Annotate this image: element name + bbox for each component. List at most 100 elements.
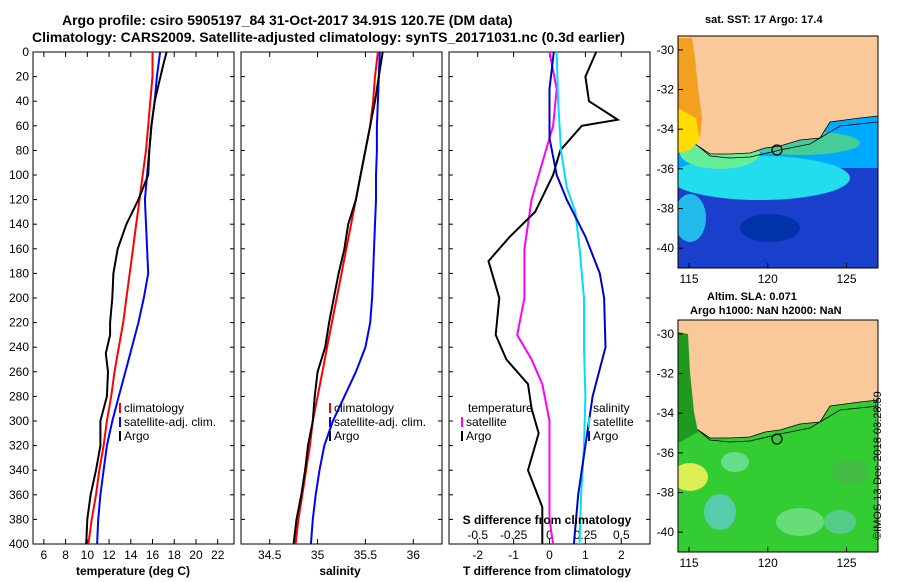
- depth-tick-label: 140: [9, 217, 29, 231]
- temperature-tick-label: 10: [81, 548, 95, 562]
- lon-tick-label: 120: [758, 272, 778, 286]
- temperature-tick-label: 18: [168, 548, 182, 562]
- lat-tick-label: -34: [657, 122, 675, 136]
- s-difference-axis: -0.5 -0.25 0 0.25 0.5: [467, 528, 630, 542]
- lat-tick-label: -34: [657, 406, 675, 420]
- depth-axis: 0 20 40 60 80 100 120 140 160 180 200 220 240 260 280 3…: [9, 45, 650, 551]
- float-location-marker-2: [771, 433, 783, 445]
- series-t-argo: [487, 51, 621, 544]
- legend-label: Argo: [593, 429, 619, 443]
- depth-tick-label: 60: [16, 119, 30, 133]
- depth-tick-label: 400: [9, 537, 29, 551]
- temperature-tick-label: 6: [41, 548, 48, 562]
- lat-tick-label: -38: [657, 486, 675, 500]
- depth-tick-label: 180: [9, 266, 29, 280]
- sst-lat-axis: -30 -32 -34 -36 -38 -40: [657, 43, 683, 255]
- temperature-tick-label: 20: [189, 548, 203, 562]
- depth-tick-label: 40: [16, 94, 30, 108]
- temperature-frame: [32, 51, 235, 545]
- depth-tick-label: 80: [16, 143, 30, 157]
- lat-tick-label: -30: [657, 43, 675, 57]
- legend-label: temperature: [468, 401, 533, 415]
- depth-tick-label: 120: [9, 193, 29, 207]
- s-difference-tick-label: 0.5: [613, 528, 630, 542]
- depth-tick-label: 100: [9, 168, 29, 182]
- temperature-tick-label: 14: [124, 548, 138, 562]
- lat-tick-label: -30: [657, 327, 675, 341]
- lon-tick-label: 125: [836, 272, 856, 286]
- float-location-marker: [771, 144, 783, 156]
- legend-label: satellite: [593, 415, 634, 429]
- t-difference-tick-label: 2: [618, 548, 625, 562]
- depth-tick-label: 200: [9, 291, 29, 305]
- lat-tick-label: -40: [657, 241, 675, 255]
- sla-map-title-1: Altim. SLA: 0.071: [707, 291, 797, 303]
- temperature-panel: 0204060801001201401601802002202402602803…: [9, 45, 650, 578]
- depth-tick-label: 0: [22, 45, 29, 59]
- depth-tick-label: 260: [9, 365, 29, 379]
- lat-tick-label: -36: [657, 162, 675, 176]
- legend-label: Argo: [124, 429, 150, 443]
- sst-map: -30 -32 -34 -36 -38 -40 115 120 125: [657, 35, 879, 286]
- s-difference-label: S difference from climatology: [463, 513, 632, 527]
- temperature-tick-label: 16: [146, 548, 160, 562]
- t-difference-xlabel: T difference from climatology: [463, 564, 631, 578]
- temperature-tick-label: 12: [102, 548, 116, 562]
- legend-label: climatology: [334, 401, 394, 415]
- lat-tick-label: -32: [657, 83, 675, 97]
- series-s-argo: [548, 51, 607, 545]
- lon-tick-label: 115: [679, 272, 698, 286]
- t-difference-tick-label: 1: [582, 548, 589, 562]
- sst-map-title: sat. SST: 17 Argo: 17.4: [705, 14, 823, 26]
- t-difference-tick-label: 0: [546, 548, 553, 562]
- sla-map: -30 -32 -34 -36 -38 -40 115 120 125: [657, 319, 879, 570]
- series-argo: [292, 51, 384, 545]
- series-argo: [85, 51, 168, 545]
- salinity-tick-label: 35: [311, 548, 325, 562]
- s-difference-tick-label: -0.5: [467, 528, 488, 542]
- temperature-tick-label: 22: [211, 548, 225, 562]
- legend-label: satellite: [466, 415, 507, 429]
- imos-stamp: ©IMOS 13-Dec-2018 03:28:59: [872, 391, 884, 540]
- t-difference-tick-label: -1: [508, 548, 519, 562]
- depth-tick-label: 280: [9, 389, 29, 403]
- series-climatology: [294, 51, 379, 545]
- salinity-tick-label: 34.5: [258, 548, 282, 562]
- s-difference-tick-label: -0.25: [500, 528, 528, 542]
- profile-plots: 0204060801001201401601802002202402602803…: [9, 45, 651, 578]
- sla-lon-axis: 115 120 125: [679, 547, 857, 570]
- lat-tick-label: -40: [657, 525, 675, 539]
- lon-tick-label: 125: [836, 556, 856, 570]
- series-satellite-adj-clim-: [309, 51, 381, 545]
- difference-panel: -2 -1 0 1 2 -0.5 -0.25 0 0.25 0.5 temperature sal…: [448, 51, 651, 578]
- depth-tick-label: 380: [9, 512, 29, 526]
- depth-tick-label: 220: [9, 316, 29, 330]
- series-t-satellite: [516, 51, 558, 545]
- depth-tick-label: 360: [9, 488, 29, 502]
- header-line1: Argo profile: csiro 5905197_84 31-Oct-20…: [62, 12, 513, 28]
- salinity-tick-label: 35.5: [354, 548, 378, 562]
- depth-tick-label: 340: [9, 463, 29, 477]
- depth-tick-label: 20: [16, 70, 30, 84]
- t-difference-tick-label: -2: [472, 548, 483, 562]
- legend-label: Argo: [466, 429, 492, 443]
- legend-label: salinity: [593, 401, 630, 415]
- depth-tick-label: 300: [9, 414, 29, 428]
- salinity-xlabel: salinity: [319, 564, 361, 578]
- salinity-axis: 34.5 35 35.5 36: [258, 52, 420, 562]
- lon-tick-label: 115: [679, 556, 698, 570]
- legend-label: satellite-adj. clim.: [124, 415, 216, 429]
- temperature-tick-label: 8: [62, 548, 69, 562]
- sst-lon-axis: 115 120 125: [679, 263, 857, 286]
- sla-lat-axis: -30 -32 -34 -36 -38 -40: [657, 327, 683, 539]
- temperature-axis: 6 8 10 12 14 16 18 20 22: [41, 52, 225, 562]
- depth-tick-label: 240: [9, 340, 29, 354]
- salinity-tick-label: 36: [407, 548, 421, 562]
- lat-tick-label: -36: [657, 446, 675, 460]
- legend-label: climatology: [124, 401, 184, 415]
- lat-tick-label: -38: [657, 202, 675, 216]
